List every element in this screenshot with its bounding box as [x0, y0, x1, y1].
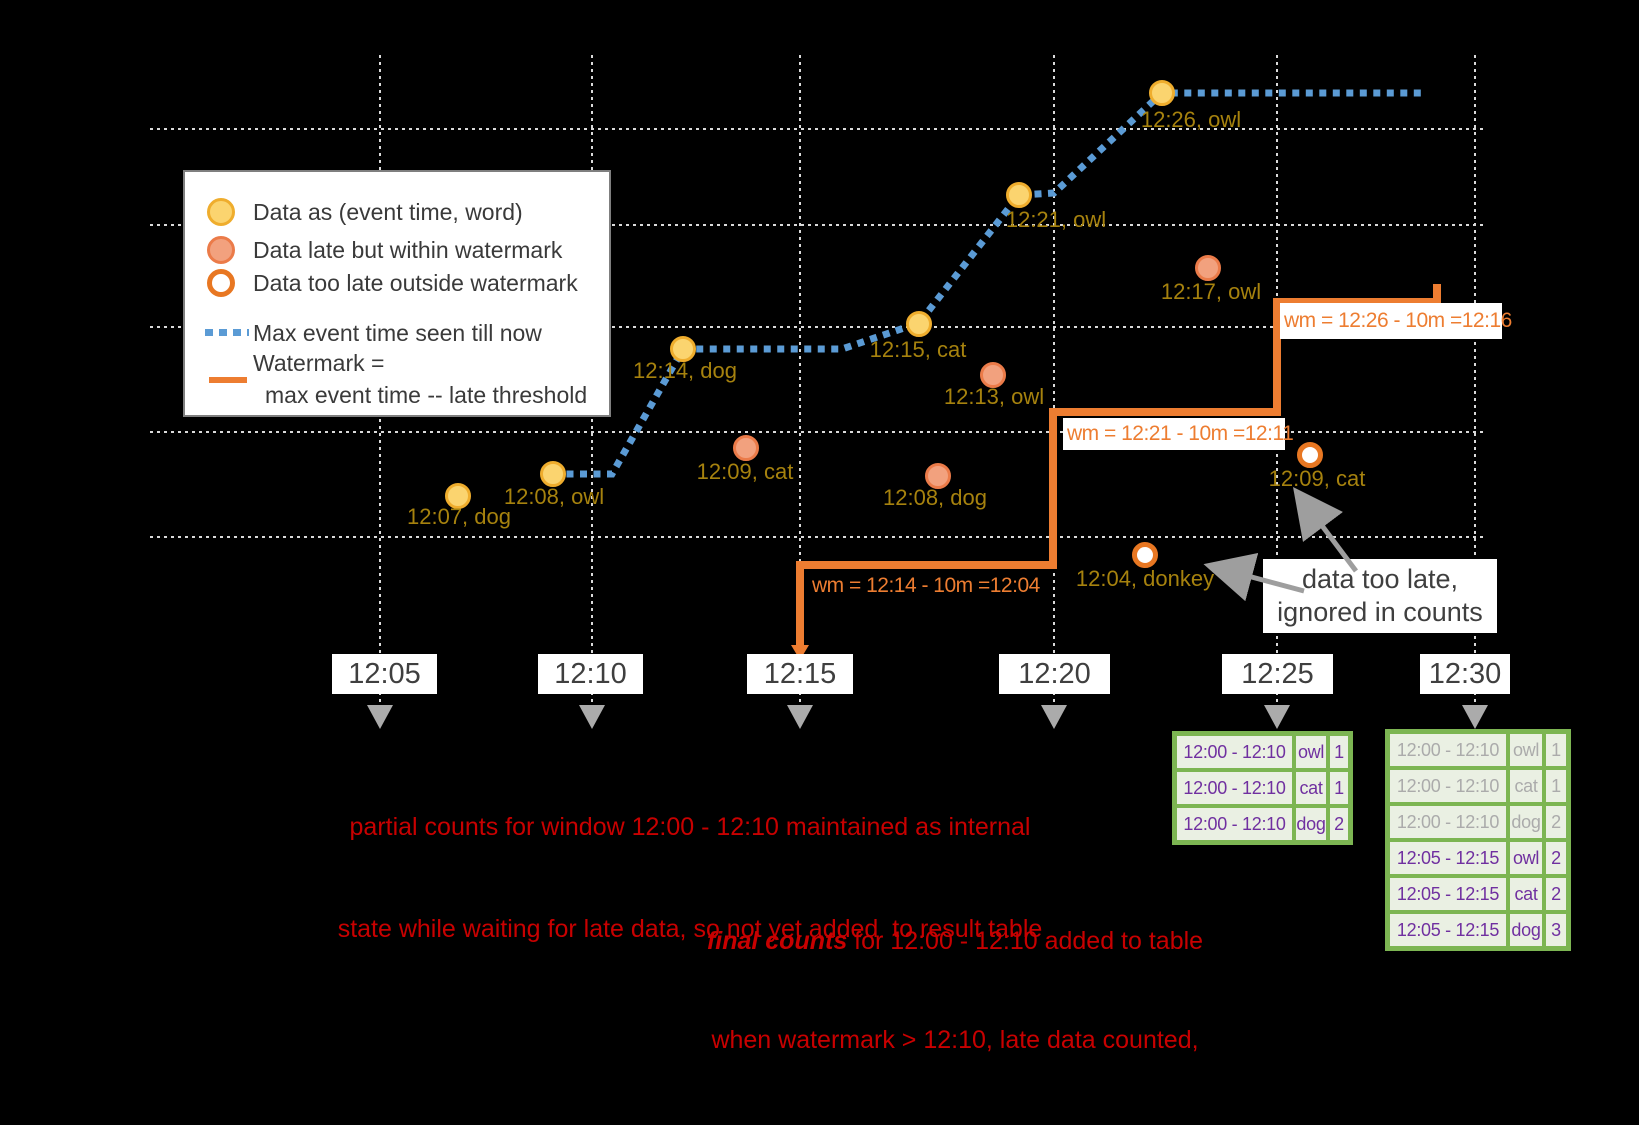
- ontime-point-icon: [207, 198, 235, 226]
- count-cell: 1: [1330, 736, 1348, 768]
- watermark-line-icon: [209, 377, 247, 383]
- word-cell: owl: [1296, 736, 1326, 768]
- data-point-label: 12:26, owl: [1140, 107, 1242, 132]
- count-cell: 2: [1330, 808, 1348, 840]
- too-late-callout: data too late, ignored in counts: [1263, 559, 1497, 633]
- axis-label-12-25: 12:25: [1222, 654, 1333, 694]
- word-cell: cat: [1510, 770, 1542, 802]
- window-cell: 12:05 - 12:15: [1390, 842, 1506, 874]
- data-point-12-21-owl: [1006, 182, 1032, 208]
- window-cell: 12:00 - 12:10: [1390, 806, 1506, 838]
- data-point-12-08-owl: [540, 461, 566, 487]
- callout-arrow-to-donkey-icon: [1203, 552, 1305, 602]
- axis-arrow-down-icon: [367, 705, 393, 729]
- legend-item-label: Data late but within watermark: [253, 237, 563, 263]
- data-point-label: 12:09, cat: [1268, 466, 1366, 491]
- watermark-line: [796, 284, 1441, 650]
- data-point-12-07-dog: [445, 483, 471, 509]
- watermark-label-3: wm = 12:26 - 10m =12:16: [1280, 303, 1512, 339]
- axis-label-12-20: 12:20: [999, 654, 1110, 694]
- window-cell: 12:05 - 12:15: [1390, 914, 1506, 946]
- axis-label-12-05: 12:05: [332, 654, 437, 694]
- axis-arrow-down-icon: [1264, 705, 1290, 729]
- data-point-12-26-owl: [1149, 80, 1175, 106]
- window-cell: 12:00 - 12:10: [1177, 736, 1292, 768]
- annotation-emphasis: final counts: [706, 927, 848, 955]
- legend-item-label: Max event time seen till now: [253, 320, 542, 346]
- count-cell: 1: [1330, 772, 1348, 804]
- axis-label-12-15: 12:15: [747, 654, 853, 694]
- word-cell: dog: [1510, 806, 1542, 838]
- legend-item-label: max event time -- late threshold: [265, 382, 588, 408]
- window-cell: 12:00 - 12:10: [1177, 808, 1292, 840]
- data-point-12-04-donkey: [1132, 542, 1158, 568]
- word-cell: cat: [1296, 772, 1326, 804]
- data-point-label: 12:14, dog: [633, 358, 737, 383]
- callout-line: ignored in counts: [1277, 597, 1483, 627]
- word-cell: dog: [1510, 914, 1542, 946]
- annotation-line: final counts for 12:00 - 12:10 added to …: [625, 925, 1285, 958]
- data-point-label: 12:08, owl: [503, 484, 605, 509]
- legend-box: Data as (event time, word) Data late but…: [183, 170, 611, 417]
- legend-item-label: Data as (event time, word): [253, 199, 523, 225]
- watermark-label-2: wm = 12:21 - 10m =12:11: [1063, 418, 1294, 450]
- too-late-point-icon: [207, 269, 235, 297]
- data-point-label: 12:15, cat: [869, 337, 967, 362]
- data-point-12-09-cat-too-late: [1297, 442, 1323, 468]
- data-point-label: 12:04, donkey: [1075, 566, 1215, 591]
- late-point-icon: [207, 236, 235, 264]
- count-cell: 1: [1546, 734, 1566, 766]
- data-point-label: 12:21, owl: [1005, 207, 1107, 232]
- axis-label-12-30: 12:30: [1420, 654, 1510, 694]
- word-cell: owl: [1510, 734, 1542, 766]
- window-cell: 12:00 - 12:10: [1390, 734, 1506, 766]
- window-cell: 12:05 - 12:15: [1390, 878, 1506, 910]
- legend-item-label: Data too late outside watermark: [253, 270, 578, 296]
- count-cell: 2: [1546, 806, 1566, 838]
- count-cell: 3: [1546, 914, 1566, 946]
- axis-arrow-down-icon: [1462, 705, 1488, 729]
- data-point-12-13-owl: [980, 362, 1006, 388]
- data-point-label: 12:09, cat: [696, 459, 794, 484]
- watermark-label-1: wm = 12:14 - 10m =12:04: [812, 574, 1040, 597]
- data-point-label: 12:07, dog: [407, 504, 511, 529]
- max-event-time-line-icon: [205, 329, 249, 336]
- data-point-12-09-cat: [733, 435, 759, 461]
- data-point-12-08-dog: [925, 463, 951, 489]
- axis-arrow-down-icon: [787, 705, 813, 729]
- data-point-label: 12:08, dog: [883, 485, 987, 510]
- count-cell: 1: [1546, 770, 1566, 802]
- word-cell: dog: [1296, 808, 1326, 840]
- callout-arrow-to-cat-icon: [1293, 487, 1358, 573]
- count-cell: 2: [1546, 878, 1566, 910]
- annotation-final-counts: final counts for 12:00 - 12:10 added to …: [625, 859, 1285, 1125]
- window-cell: 12:00 - 12:10: [1390, 770, 1506, 802]
- result-table-partial: 12:00 - 12:10 owl 1 12:00 - 12:10 cat 1 …: [1172, 731, 1353, 845]
- data-point-label: 12:17, owl: [1160, 279, 1262, 304]
- count-cell: 2: [1546, 842, 1566, 874]
- callout-line: data too late,: [1301, 564, 1459, 594]
- result-table-final: 12:00 - 12:10 owl 1 12:00 - 12:10 cat 1 …: [1385, 729, 1571, 951]
- window-cell: 12:00 - 12:10: [1177, 772, 1292, 804]
- annotation-line-rest: for 12:00 - 12:10 added to table: [847, 927, 1204, 955]
- axis-label-12-10: 12:10: [538, 654, 643, 694]
- legend-item-label: Watermark =: [253, 350, 385, 376]
- data-point-12-15-cat: [906, 311, 932, 337]
- watermark-arrowhead-icon: [791, 645, 809, 660]
- data-point-12-14-dog: [670, 336, 696, 362]
- data-point-12-17-owl: [1195, 255, 1221, 281]
- word-cell: cat: [1510, 878, 1542, 910]
- axis-arrows: [367, 705, 1488, 729]
- axis-arrow-down-icon: [579, 705, 605, 729]
- annotation-line: state while waiting for late data, so no…: [337, 915, 1043, 943]
- word-cell: owl: [1510, 842, 1542, 874]
- annotation-partial-counts: partial counts for window 12:00 - 12:10 …: [290, 742, 1090, 1014]
- data-point-label: 12:13, owl: [943, 384, 1045, 409]
- annotation-line: partial counts for window 12:00 - 12:10 …: [349, 813, 1031, 841]
- annotation-line: when watermark > 12:10, late data counte…: [711, 1026, 1199, 1054]
- axis-arrow-down-icon: [1041, 705, 1067, 729]
